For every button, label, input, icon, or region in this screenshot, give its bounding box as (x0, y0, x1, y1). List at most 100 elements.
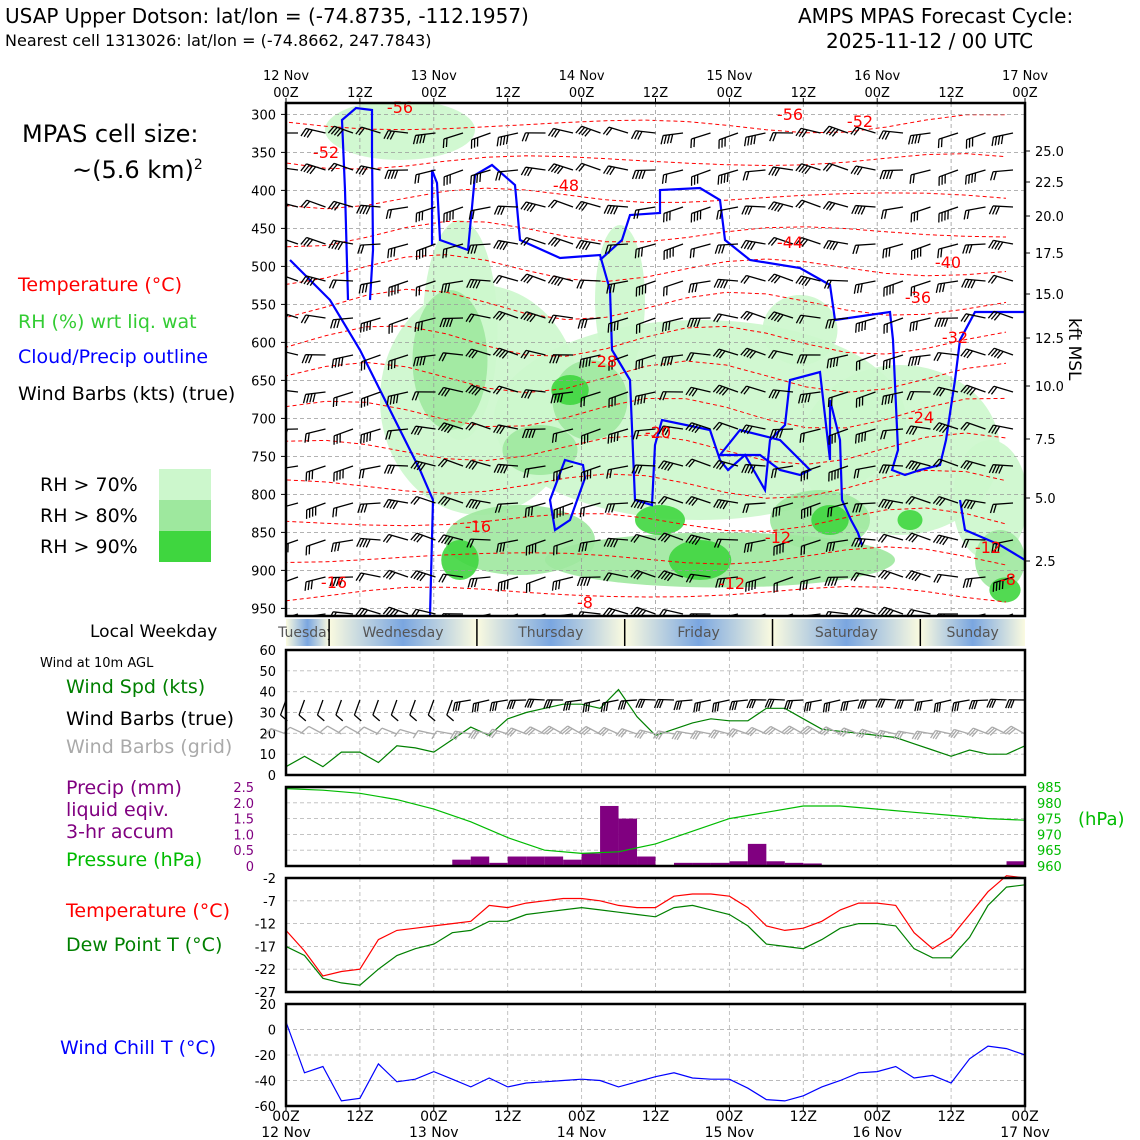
barb-flag (740, 275, 747, 284)
wind-barb (520, 166, 546, 177)
wind-barb (713, 498, 739, 510)
barb-flag (563, 701, 567, 711)
barb-staff (608, 572, 629, 578)
temperature-label: -48 (553, 176, 579, 195)
barb-staff (471, 421, 491, 430)
barb-flag (523, 469, 527, 479)
barb-flag (307, 354, 313, 364)
barb-flag (908, 461, 915, 470)
wind-barb (548, 314, 574, 324)
barb-staff (910, 354, 931, 359)
barb-staff (443, 534, 464, 541)
barb-flag (467, 245, 472, 255)
barb-flag (744, 205, 750, 215)
wind-barb (603, 537, 629, 548)
wind-barb (355, 165, 381, 176)
wind-barb-true (673, 699, 693, 711)
barb-flag (743, 311, 751, 320)
barb-flag (578, 164, 586, 172)
barb-flag (606, 469, 609, 479)
barb-flag (740, 385, 747, 394)
barb-flag (804, 166, 812, 175)
barb-flag (911, 534, 919, 543)
barb-staff (911, 460, 931, 467)
barb-flag (911, 462, 918, 471)
barb-flag (688, 574, 695, 583)
barb-flag (938, 424, 946, 433)
barb-flag (506, 579, 509, 589)
barb-flag (914, 462, 921, 471)
barb-flag (613, 321, 616, 331)
barb-staff (938, 169, 959, 178)
barb-flag (987, 385, 995, 394)
barb-flag (395, 394, 399, 404)
barb-flag (964, 175, 967, 185)
barb-staff (828, 610, 849, 615)
barb-flag (605, 127, 613, 136)
barb-flag (440, 535, 448, 544)
barb-staff (443, 169, 464, 178)
barb-staff (608, 165, 629, 171)
barb-staff (773, 311, 794, 319)
bottom-hour-label: 12Z (790, 1109, 817, 1125)
barb-flag (473, 731, 480, 740)
barb-flag (916, 731, 923, 741)
barb-flag (385, 607, 393, 616)
barb-flag (875, 698, 881, 708)
bottom-hour-label: 12Z (937, 1109, 964, 1125)
wind-barb (660, 354, 684, 367)
barb-flag (745, 503, 750, 513)
barb-staff (695, 730, 712, 735)
barb-staff (828, 125, 849, 134)
temperature-contour (286, 507, 1007, 532)
wind-barb (547, 236, 574, 247)
barb-flag (905, 460, 912, 469)
barb-staff (965, 313, 986, 319)
barb-flag (935, 423, 943, 432)
barb-staff (883, 533, 904, 541)
barb-flag (410, 496, 418, 504)
barb-flag (496, 464, 502, 474)
barb-staff (663, 570, 684, 578)
barb-staff (443, 495, 464, 504)
precip-tick-label: 0.5 (233, 844, 254, 859)
barb-staff (446, 699, 453, 716)
barb-flag (695, 702, 699, 712)
pressure-tick-label: 900 (251, 564, 276, 579)
barb-staff (635, 428, 656, 432)
wind-barb (332, 502, 354, 518)
barb-staff (388, 533, 409, 541)
barb-flag (643, 394, 646, 404)
barb-staff (553, 391, 574, 396)
barb-flag (933, 352, 939, 361)
barb-staff (470, 313, 491, 319)
barb-flag (303, 315, 310, 324)
wind-barb (494, 502, 519, 514)
barb-staff (306, 275, 326, 282)
barb-flag (548, 699, 553, 709)
wind-barb (496, 132, 519, 147)
barb-flag (470, 175, 472, 185)
barb-flag (413, 461, 420, 470)
barb-flag (575, 240, 582, 249)
barb-staff (553, 428, 574, 435)
wind-speed-label: Wind Spd (kts) (66, 676, 206, 698)
barb-flag (666, 356, 671, 366)
barb-staff (306, 199, 326, 208)
barb-flag (303, 276, 310, 285)
pressure-tick-label: 985 (1037, 781, 1062, 796)
barb-flag (551, 128, 558, 138)
barb-flag (640, 610, 647, 616)
barb-flag (330, 201, 338, 210)
barb-flag (801, 239, 809, 248)
wind-barb (300, 314, 326, 324)
barb-flag (306, 393, 310, 403)
barb-flag (744, 464, 750, 474)
barb-flag (935, 283, 939, 293)
wind-barb (660, 132, 684, 145)
barb-flag (710, 730, 717, 739)
barb-staff (565, 699, 582, 703)
barb-staff (360, 204, 381, 208)
barb-staff (525, 166, 546, 171)
barb-flag (740, 310, 748, 319)
